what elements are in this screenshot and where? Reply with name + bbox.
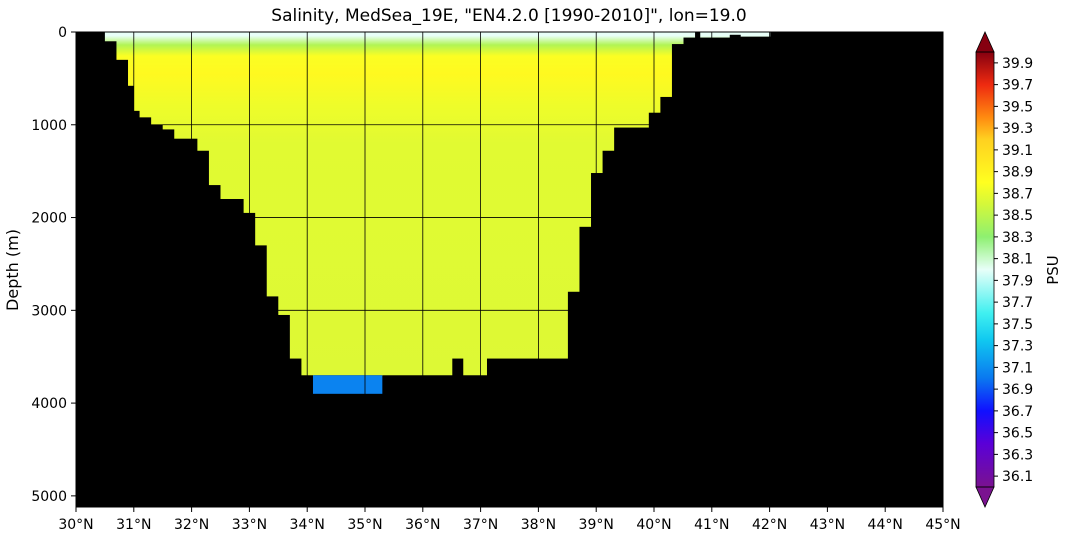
colorbar-tick-label: 36.3 [1002,447,1033,463]
x-tick-label: 42°N [752,517,787,533]
ocean-column [740,32,771,37]
colorbar-body [976,52,994,487]
colorbar-tick-label: 37.1 [1002,360,1033,376]
colorbar-tick-label: 38.9 [1002,165,1033,181]
x-tick-label: 44°N [868,517,903,533]
chart-title: Salinity, MedSea_19E, "EN4.2.0 [1990-201… [271,6,746,26]
ocean-column [197,32,210,151]
y-axis: 0 1000 2000 3000 4000 5000 [31,25,76,505]
colorbar-label: PSU [1044,255,1062,285]
ocean-column [671,32,684,45]
ocean-column [104,32,118,42]
salinity-anomalies [312,375,383,394]
x-tick-label: 31°N [116,517,151,533]
colorbar-tick-label: 36.1 [1002,469,1033,485]
x-tick-label: 40°N [636,517,671,533]
x-tick-label: 43°N [810,517,845,533]
ocean-column [463,32,487,376]
ocean-column [601,32,615,151]
x-tick-label: 36°N [405,517,440,533]
y-tick-label: 5000 [31,489,67,505]
ocean-column [567,32,580,292]
y-tick-label: 2000 [31,211,67,227]
colorbar-extend-max [975,31,995,53]
ocean-column [133,32,141,111]
y-axis-label: Depth (m) [3,229,22,311]
x-tick-label: 41°N [694,517,729,533]
x-tick-label: 37°N [463,517,498,533]
x-tick-label: 35°N [347,517,382,533]
ocean-column [382,32,453,376]
ocean-column [613,32,649,128]
ocean-column [729,32,742,35]
x-tick-label: 34°N [290,517,325,533]
colorbar-tick-label: 37.5 [1002,317,1033,333]
ocean-column [486,32,568,359]
colorbar-tick-label: 36.7 [1002,404,1033,420]
colorbar-tick-label: 38.1 [1002,252,1033,268]
colorbar-tick-label: 39.3 [1002,121,1033,137]
colorbar-tick-label: 38.5 [1002,208,1033,224]
colorbar-tick-label: 37.7 [1002,295,1033,311]
colorbar-tick-label: 36.9 [1002,382,1033,398]
colorbar-tick-label: 39.9 [1002,56,1033,72]
ocean-column [312,32,383,376]
x-tick-label: 39°N [579,517,614,533]
colorbar-tick-label: 39.1 [1002,143,1033,159]
ocean-column [659,32,672,97]
ocean-column [278,32,291,315]
ocean-column [128,32,135,86]
colorbar-frame [975,51,995,488]
ocean-section [104,32,771,376]
ocean-column [116,32,129,60]
x-tick-label: 30°N [58,517,93,533]
ocean-column [289,32,303,359]
y-tick-label: 4000 [31,396,67,412]
ocean-column [220,32,245,199]
plot-frame [75,31,944,508]
ocean-column [266,32,279,297]
ocean-column [578,32,592,227]
ocean-column [700,32,730,38]
ocean-column [255,32,268,246]
colorbar: 36.1 36.3 36.5 36.7 36.9 37.1 37.3 37.5 37.7 37.9… [975,31,1033,508]
colorbar-tick-label: 38.3 [1002,230,1033,246]
x-tick-label: 32°N [174,517,209,533]
y-tick-label: 0 [58,25,67,41]
low-salinity-cell [312,375,383,394]
x-tick-label: 38°N [521,517,556,533]
colorbar-tick-label: 38.7 [1002,186,1033,202]
x-tick-label: 33°N [232,517,267,533]
colorbar-tick-label: 36.5 [1002,426,1033,442]
x-axis: 30°N 31°N 32°N 33°N 34°N 35°N 36°N 37°N 38°N 39°N… [58,507,961,533]
colorbar-extend-min [975,486,995,508]
ocean-column [451,32,464,359]
ocean-column [162,32,175,130]
y-tick-label: 3000 [31,303,67,319]
ocean-column [151,32,164,125]
ocean-column [682,32,696,38]
ocean-column [139,32,152,118]
colorbar-tick-label: 37.9 [1002,273,1033,289]
ocean-column [208,32,222,186]
colorbar-tick-label: 37.3 [1002,339,1033,355]
ocean-column [174,32,198,139]
colorbar-tick-label: 39.7 [1002,78,1033,94]
x-tick-label: 45°N [925,517,960,533]
y-tick-label: 1000 [31,118,67,134]
colorbar-tick-label: 39.5 [1002,99,1033,115]
